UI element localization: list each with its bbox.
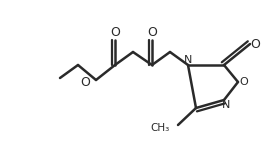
Text: O: O <box>110 27 120 39</box>
Text: CH₃: CH₃ <box>151 123 170 133</box>
Text: O: O <box>250 38 260 51</box>
Text: O: O <box>80 76 90 90</box>
Text: N: N <box>222 100 230 110</box>
Text: O: O <box>240 77 248 87</box>
Text: O: O <box>147 27 157 39</box>
Text: N: N <box>184 55 192 65</box>
